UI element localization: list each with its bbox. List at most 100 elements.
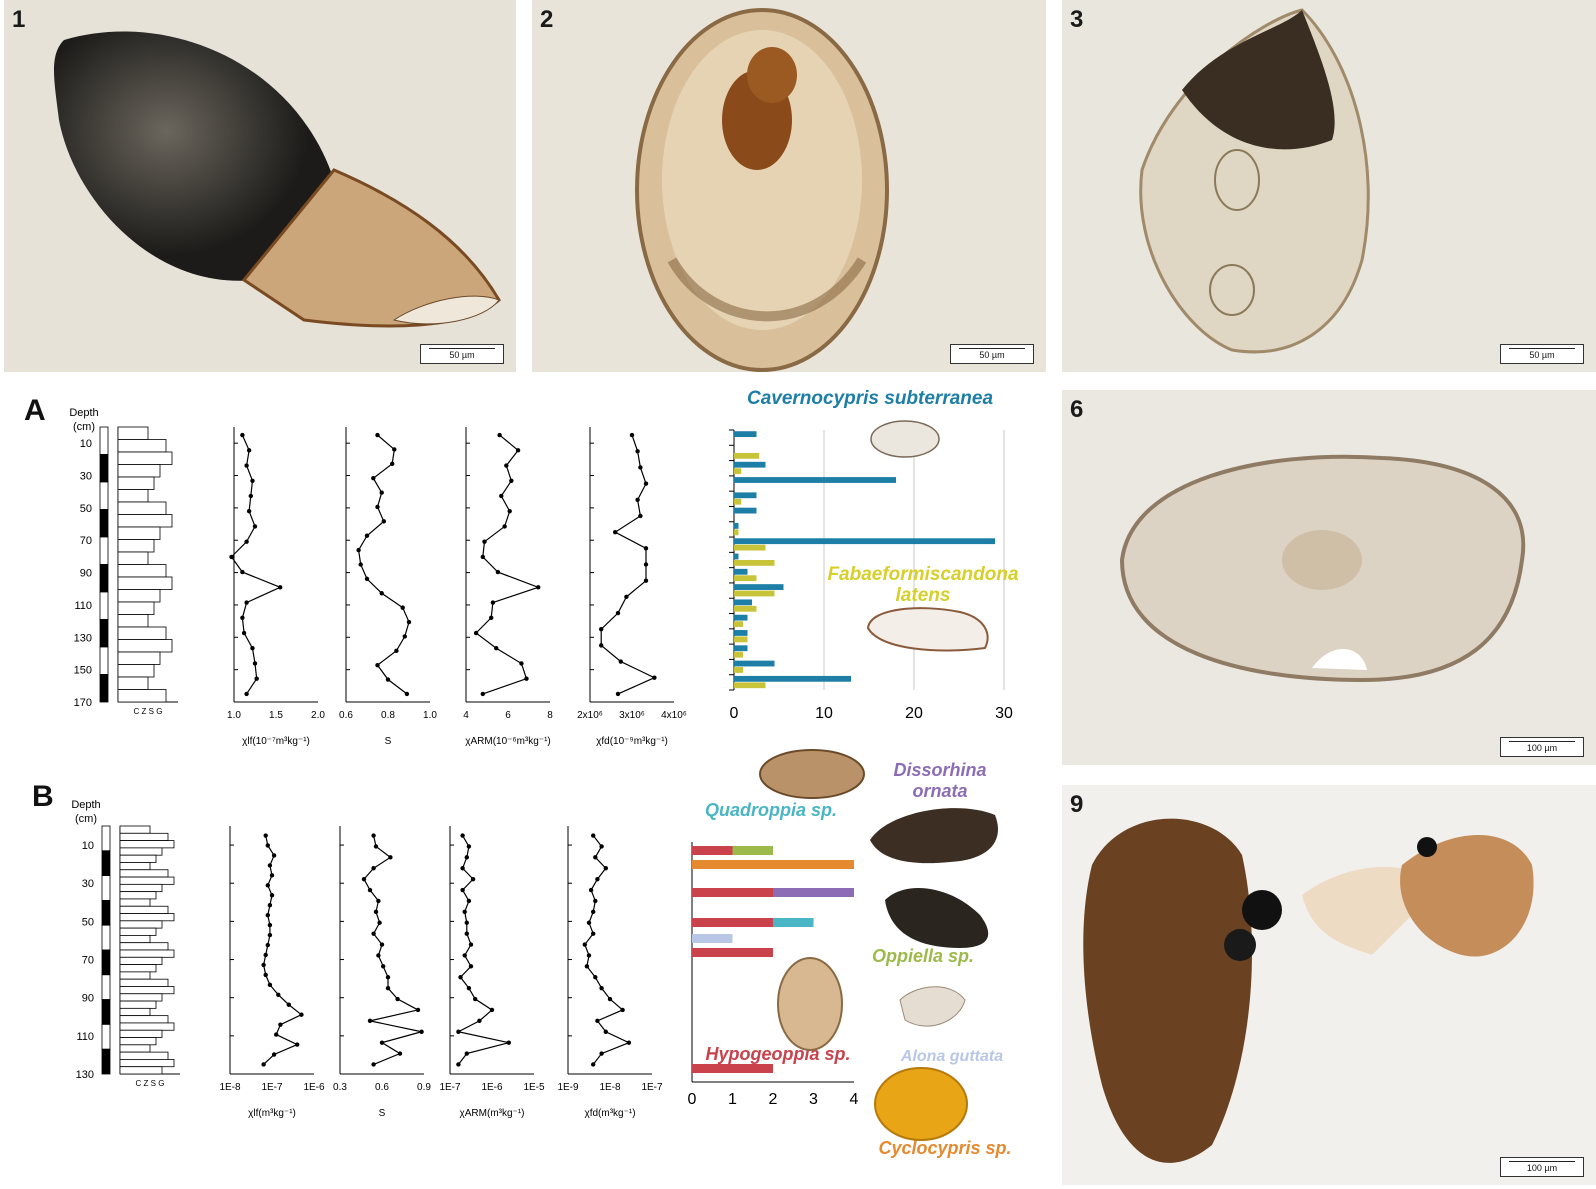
bar	[734, 675, 851, 682]
profile-data-point	[638, 513, 643, 519]
profile-data-point	[591, 931, 596, 936]
profile-data-point	[629, 432, 635, 438]
profile-data-point	[265, 912, 270, 918]
profile-axis-title: χlf(10⁻⁷m³kg⁻¹)	[242, 736, 310, 747]
profile-data-point	[595, 876, 600, 882]
profile-data-point	[250, 478, 255, 483]
litho-layer	[119, 949, 175, 958]
profile-data-point	[381, 964, 386, 969]
profile-data-point	[502, 524, 507, 529]
litho-layer	[119, 854, 157, 863]
profile-tick-label: 6	[505, 710, 511, 721]
bar-tick-label: 20	[905, 705, 923, 722]
profile-data-point	[615, 691, 621, 697]
profile-data-point	[269, 893, 275, 898]
profile-data-point	[252, 524, 258, 529]
profile-data-point	[263, 833, 268, 838]
depth-axis-title: (cm)	[75, 813, 97, 825]
scale-bar: 50 µm	[420, 344, 504, 364]
profile-data-point	[278, 585, 283, 590]
species-label: Dissorhina ornata	[893, 760, 987, 801]
profile-data-point	[375, 432, 380, 438]
profile-tick-label: 1.0	[423, 710, 437, 721]
strat-column-segment	[101, 875, 111, 901]
profile-data-point	[229, 554, 234, 560]
profile-data-point	[278, 1022, 283, 1027]
profile-tick-label: 0.3	[333, 1082, 347, 1093]
bar	[734, 621, 743, 627]
profile-data-point	[267, 932, 273, 938]
profile-data-point	[263, 952, 268, 958]
litho-layer	[119, 883, 163, 893]
profile-data-point	[376, 953, 381, 958]
depth-tick-label: 150	[74, 665, 92, 677]
profile-data-point	[371, 833, 376, 838]
litho-layer	[119, 964, 157, 973]
species-label: Hypogeoppia sp.	[705, 1044, 851, 1064]
profile-data-point	[524, 676, 529, 681]
litho-layer	[117, 476, 155, 490]
profile-data-point	[246, 448, 252, 453]
bar	[734, 477, 896, 483]
bar	[734, 667, 743, 673]
photo-6: 6 100 µm	[1062, 390, 1596, 765]
profile-data-point	[244, 539, 249, 544]
bar	[734, 590, 775, 597]
photo-9: 9 100 µm	[1062, 785, 1596, 1185]
profile-data-point	[385, 677, 391, 682]
panel-a-figure: Depth (cm) 10 30 50 70 90 110 130 150 170 C Z S G 1.…	[69, 407, 1013, 747]
bar	[734, 529, 739, 536]
profile-data-point	[376, 898, 381, 904]
depth-tick-label: 50	[82, 916, 94, 928]
profile-data-point	[371, 476, 376, 481]
profile-data-point	[364, 576, 370, 582]
profile-data-point	[480, 554, 485, 560]
profile-tick-label: 1.0	[227, 710, 241, 721]
profile-line	[584, 835, 631, 1065]
profile-data-point	[271, 1052, 277, 1057]
profile-data-point	[584, 964, 590, 969]
profile-data-point	[495, 569, 501, 575]
strat-column-segment	[101, 825, 111, 852]
profile-data-point	[392, 447, 397, 452]
litho-layer	[117, 426, 149, 440]
profile-data-point	[402, 634, 407, 639]
profile-tick-label: 1.5	[269, 710, 283, 721]
profile-data-point	[261, 962, 266, 968]
bar-tick-label: 1	[728, 1091, 737, 1108]
litho-layer	[119, 876, 175, 885]
profile-data-point	[593, 898, 598, 904]
profile-line	[475, 434, 541, 695]
litho-axis-label: C Z S G	[136, 1079, 165, 1088]
profile-data-point	[460, 866, 465, 871]
profile-tick-label: 0.8	[381, 710, 395, 721]
strat-column-segment	[99, 646, 109, 675]
profile-data-point	[379, 591, 384, 596]
litho-layer	[119, 905, 169, 914]
bar	[734, 660, 775, 667]
profile-data-point	[241, 630, 247, 636]
photo-number: 6	[1070, 396, 1084, 423]
depth-tick-label: 70	[82, 955, 94, 967]
species-label: Fabaeformiscandona latens	[827, 564, 1019, 606]
profile-data-point	[462, 909, 467, 915]
profile-data-point	[356, 547, 361, 553]
litho-layer	[119, 847, 163, 856]
profile-data-point	[267, 903, 273, 908]
profile-data-point	[620, 1007, 625, 1013]
profile-data-point	[509, 478, 514, 483]
profile-data-point	[361, 876, 367, 882]
profile-data-point	[419, 1029, 424, 1034]
profile-data-point	[265, 883, 270, 888]
profile-axis-title: χARM(m³kg⁻¹)	[460, 1108, 525, 1119]
profile-tick-label: 1E-9	[557, 1082, 579, 1093]
profile-data-point	[613, 529, 618, 535]
profile-tick-label: 8	[547, 710, 553, 721]
specimen-thumbnail	[866, 607, 989, 652]
depth-axis-title: Depth	[71, 799, 100, 811]
litho-layer	[117, 664, 155, 678]
strat-column-segment	[99, 564, 109, 593]
photo-number: 1	[12, 6, 26, 33]
profile-axis-title: χARM(10⁻⁶m³kg⁻¹)	[465, 736, 550, 747]
profile-data-point	[588, 887, 594, 893]
